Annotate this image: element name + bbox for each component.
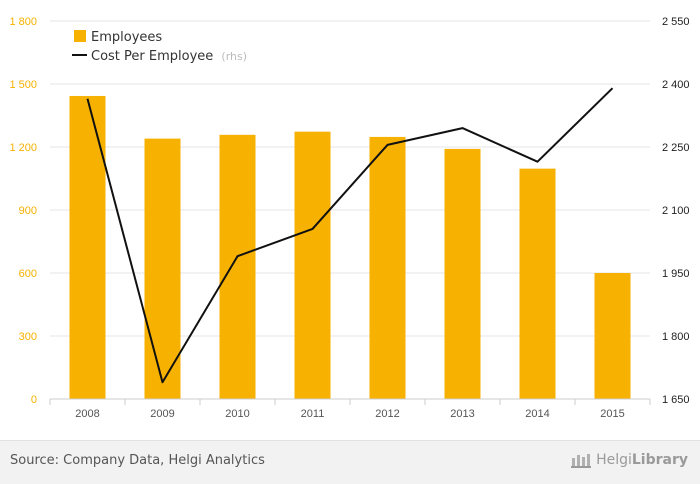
- y-tick-label-left: 300: [19, 331, 37, 343]
- legend-label-cost-per-employee: Cost Per Employee (rhs): [91, 49, 247, 64]
- x-tick-label: 2010: [225, 408, 249, 420]
- y-axis-left: 0 300 600 900 1 200 1 500 1 800: [9, 16, 37, 406]
- x-tick-label: 2011: [301, 408, 325, 420]
- legend: Employees Cost Per Employee (rhs): [72, 30, 247, 64]
- chart: 2008 2009 2010 2011 2012 2013 2014 2015 0 300 600…: [9, 16, 690, 420]
- y-tick-label-left: 1 800: [9, 16, 37, 28]
- helgi-library-logo: HelgiLibrary: [571, 452, 688, 468]
- x-axis: 2008 2009 2010 2011 2012 2013 2014 2015: [49, 398, 651, 420]
- y-tick-label-right: 1 950: [662, 268, 690, 280]
- library-logo-icon: [571, 454, 592, 468]
- y-tick-label-right: 2 400: [662, 79, 690, 91]
- y-tick-label-right: 1 800: [662, 331, 690, 343]
- bar-employees: [144, 138, 181, 399]
- y-tick-label-right: 2 100: [662, 205, 690, 217]
- y-tick-label-left: 900: [19, 205, 37, 217]
- x-tick-label: 2009: [150, 408, 174, 420]
- legend-rhs-note: (rhs): [221, 50, 247, 63]
- line-cost-per-employee: [86, 87, 614, 384]
- y-tick-label-left: 0: [31, 394, 37, 406]
- y-tick-label-right: 1 650: [662, 394, 690, 406]
- x-tick-label: 2013: [450, 408, 474, 420]
- y-tick-label-left: 1 200: [9, 142, 37, 154]
- x-tick-label: 2015: [600, 408, 624, 420]
- gridlines: [50, 20, 650, 337]
- source-note: Source: Company Data, Helgi Analytics: [10, 453, 265, 468]
- bar-employees: [294, 131, 331, 400]
- bar-employees: [219, 134, 256, 399]
- y-tick-label-right: 2 550: [662, 16, 690, 28]
- legend-swatch-employees: [74, 30, 86, 42]
- line-series: [86, 87, 614, 384]
- y-axis-right: 1 650 1 800 1 950 2 100 2 250 2 400 2 550: [662, 16, 690, 406]
- bar-series: [69, 95, 631, 400]
- bar-employees: [69, 95, 106, 399]
- x-tick-label: 2014: [525, 408, 549, 420]
- y-tick-label-left: 600: [19, 268, 37, 280]
- x-tick-label: 2008: [75, 408, 99, 420]
- bar-employees: [444, 148, 481, 399]
- bar-employees: [519, 168, 556, 399]
- legend-label-employees: Employees: [91, 30, 162, 45]
- y-tick-label-right: 2 250: [662, 142, 690, 154]
- bar-employees: [594, 273, 631, 399]
- y-tick-label-left: 1 500: [9, 79, 37, 91]
- bar-employees: [369, 136, 406, 400]
- x-tick-label: 2012: [375, 408, 399, 420]
- footer: Source: Company Data, Helgi Analytics He…: [0, 440, 700, 484]
